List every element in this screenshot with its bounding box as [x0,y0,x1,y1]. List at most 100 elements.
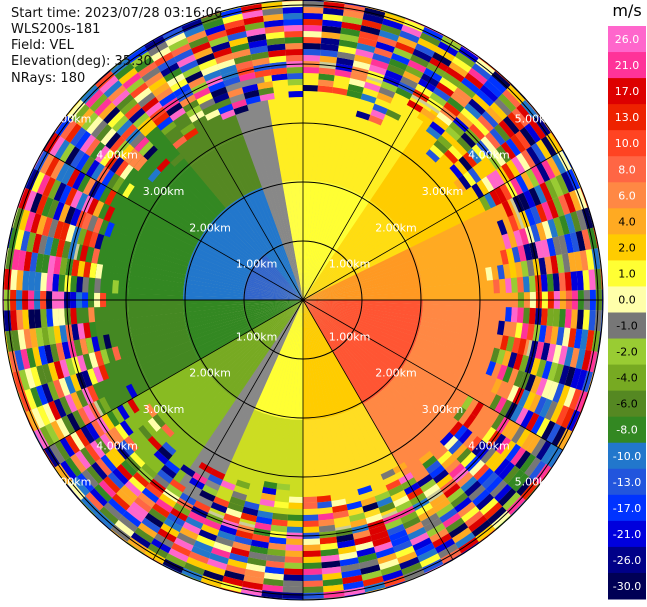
noise-cell [303,31,322,38]
noise-cell [157,116,174,131]
noise-cell [141,66,161,83]
noise-cell [462,171,477,187]
noise-cell [217,103,234,115]
velocity-cell [334,349,371,402]
noise-cell [546,156,561,177]
noise-cell [318,524,336,533]
noise-cell [507,352,518,369]
noise-cell [575,369,588,391]
noise-cell [322,13,343,22]
noise-cell [243,500,260,511]
noise-cell [499,249,509,265]
velocity-cell [327,416,346,472]
velocity-cell [379,93,412,146]
velocity-cell [460,371,514,402]
noise-cell [77,174,91,193]
noise-cell [483,192,497,209]
noise-cell [486,173,500,190]
noise-cell [536,359,547,378]
noise-cell [116,463,133,481]
noise-cell [350,72,368,82]
noise-cell [228,552,249,564]
noise-cell [77,323,86,340]
noise-cell [533,184,547,204]
noise-cell [365,513,383,524]
noise-cell [490,378,503,395]
noise-cell [448,522,469,539]
noise-cell [491,433,507,451]
noise-cell [233,535,253,546]
noise-cell [24,367,36,389]
velocity-cell [420,320,476,337]
noise-cell [35,327,44,347]
velocity-cell [412,228,466,256]
noise-cell [581,349,592,371]
velocity-cell [244,285,303,300]
noise-cell [505,443,522,462]
noise-cell [45,423,60,444]
noise-cell [267,43,286,52]
velocity-cell [243,300,303,311]
noise-cell [225,25,246,36]
noise-cell [340,27,361,37]
range-ring-label: 4.00km [468,439,510,452]
velocity-cell [303,300,332,354]
velocity-cell [362,304,423,313]
noise-cell [419,32,441,47]
velocity-cell [379,454,411,507]
noise-cell [210,41,231,53]
noise-cell [266,554,286,563]
noise-cell [380,81,398,93]
noise-cell [526,323,535,341]
noise-cell [475,89,495,107]
noise-cell [43,236,54,256]
velocity-cell [351,78,375,134]
velocity-cell [197,239,252,272]
azimuth-spoke [302,149,564,301]
velocity-cell [198,329,253,364]
noise-cell [555,174,570,195]
noise-cell [55,463,73,485]
velocity-cell [303,300,328,356]
noise-cell [76,473,95,493]
velocity-cell [417,333,472,355]
noise-cell [43,344,54,364]
noise-cell [233,54,253,65]
noise-cell [77,407,91,426]
noise-cell [271,73,288,82]
noise-cell [323,584,344,593]
noise-cell [472,93,490,111]
noise-cell [418,450,434,465]
noise-cell [70,431,85,451]
noise-cell [558,365,570,385]
noise-cell [92,200,105,218]
noise-cell [55,417,71,438]
velocity-cell [232,200,270,252]
noise-cell [22,270,30,291]
noise-cell [204,109,221,121]
velocity-cell [185,270,245,288]
velocity-cell [164,373,212,413]
noise-cell [360,496,377,507]
noise-cell [98,479,117,498]
velocity-cell [183,304,244,313]
noise-cell [505,247,515,264]
noise-cell [55,342,66,361]
velocity-cell [323,187,349,245]
velocity-cell [376,162,416,209]
velocity-cell [348,222,398,264]
noise-cell [103,205,116,222]
noise-cell [83,322,92,339]
noise-cell [59,324,68,343]
range-ring-label: 5.00km [515,476,557,489]
noise-cell [489,128,506,146]
range-ring-label: 1.00km [236,330,278,343]
noise-cell [507,214,519,232]
noise-cell [544,325,553,344]
noise-cell [455,532,476,549]
noise-cell [448,463,465,479]
noise-cell [303,562,322,569]
velocity-cell [237,411,262,465]
noise-cell [342,574,363,585]
velocity-cell [154,363,204,398]
